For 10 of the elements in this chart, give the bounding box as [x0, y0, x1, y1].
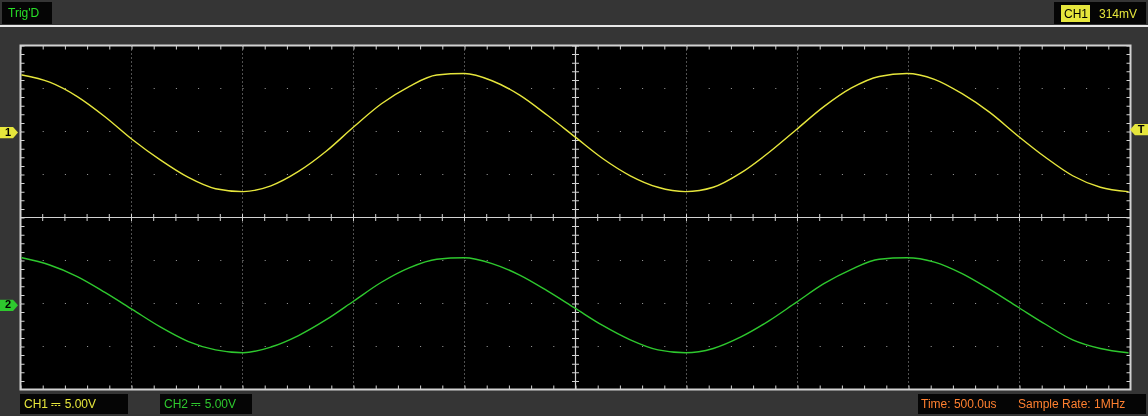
annotation: T — [1137, 122, 1145, 135]
text: 1 — [4, 125, 12, 138]
text: CH2 ⎓ 5.00V — [164, 397, 237, 411]
text: CH1 — [1064, 6, 1089, 21]
text: Sample Rate: 1MHz — [1018, 397, 1126, 411]
text: 314mV — [1099, 6, 1138, 21]
text: Trig'D — [8, 6, 40, 20]
text: CH1 ⎓ 5.00V — [24, 397, 97, 411]
text: 2 — [4, 298, 12, 311]
text: Time: 500.0us — [921, 397, 997, 411]
